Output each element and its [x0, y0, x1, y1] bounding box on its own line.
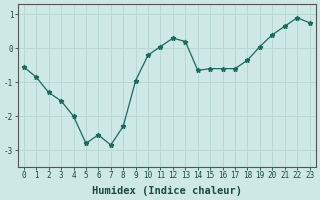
X-axis label: Humidex (Indice chaleur): Humidex (Indice chaleur)	[92, 186, 242, 196]
